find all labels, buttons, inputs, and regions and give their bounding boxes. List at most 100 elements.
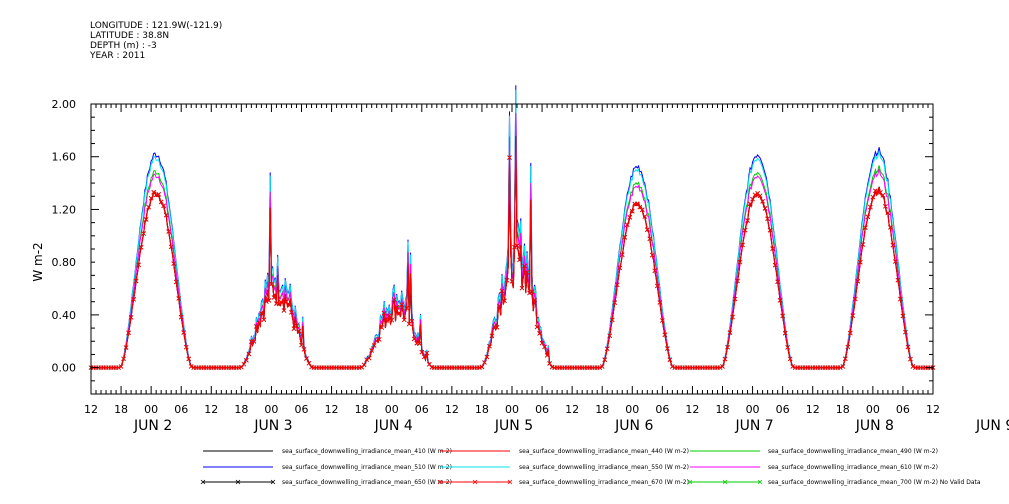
- series-marker: [254, 324, 259, 329]
- series-marker: [787, 356, 793, 362]
- series-marker: [742, 227, 748, 233]
- series-marker: [772, 262, 778, 268]
- series-marker: [299, 342, 304, 348]
- series-marker: [732, 296, 738, 302]
- series-marker: [630, 208, 635, 214]
- legend-marker: [507, 479, 513, 485]
- y-tick-labels: 2.00 1.60 1.20 0.80 0.40 0.00: [52, 98, 77, 375]
- x-hour-label: 18: [836, 403, 850, 416]
- y-tick-label: 2.00: [52, 98, 77, 111]
- x-day-label: JUN 5: [494, 418, 533, 434]
- series-marker: [747, 201, 753, 207]
- legend-marker: [270, 479, 276, 485]
- series-marker: [775, 279, 780, 285]
- series-marker: [364, 357, 369, 362]
- legend-marker: [235, 479, 241, 485]
- legend-marker: [437, 479, 443, 485]
- series-marker: [640, 207, 645, 213]
- series-marker: [379, 325, 384, 330]
- series-marker: [116, 365, 121, 370]
- series-marker: [271, 295, 277, 300]
- series-marker: [845, 344, 851, 350]
- series-marker: [409, 318, 415, 324]
- series-marker: [670, 364, 675, 369]
- series-marker: [752, 192, 758, 198]
- legend-label: sea_surface_downwelling_irradiance_mean_…: [519, 479, 689, 486]
- x-hour-label: 12: [565, 403, 579, 416]
- x-day-label: JUN 3: [253, 418, 292, 434]
- series-marker: [622, 235, 628, 240]
- series-marker: [853, 296, 858, 302]
- series-marker: [665, 346, 670, 351]
- x-hour-label: 18: [114, 403, 128, 416]
- series-marker: [855, 278, 861, 284]
- x-hour-label: 06: [415, 403, 429, 416]
- legend-label: sea_surface_downwelling_irradiance_mean_…: [519, 464, 689, 471]
- series-marker: [542, 344, 547, 350]
- series-marker: [394, 305, 400, 310]
- series-marker: [289, 310, 294, 315]
- y-tick-label: 0.80: [52, 256, 77, 269]
- series-marker: [507, 155, 512, 160]
- series-marker: [419, 349, 425, 355]
- series-marker: [599, 364, 605, 369]
- series-marker: [391, 297, 397, 302]
- series-marker: [156, 192, 161, 197]
- series-marker: [619, 252, 625, 258]
- series-marker: [251, 339, 257, 344]
- series-marker: [865, 214, 871, 220]
- series-marker: [168, 244, 174, 250]
- series-marker: [760, 199, 765, 204]
- x-day-label: JUN 4: [374, 418, 413, 434]
- series-marker: [547, 361, 552, 366]
- series-marker: [767, 227, 773, 233]
- x-hour-label: 00: [264, 403, 278, 416]
- series-marker: [885, 210, 891, 216]
- series-marker: [522, 263, 527, 269]
- series-marker: [790, 364, 795, 369]
- series-marker: [898, 296, 903, 302]
- legend-marker: [200, 479, 206, 485]
- x-hour-label: 18: [475, 403, 489, 416]
- series-marker: [875, 189, 881, 194]
- series-marker: [517, 257, 522, 263]
- series-marker: [136, 262, 141, 268]
- series-marker: [509, 279, 515, 284]
- series-marker: [259, 311, 264, 316]
- series-marker: [489, 333, 495, 339]
- x-hour-label: 12: [806, 403, 820, 416]
- series-marker: [141, 231, 146, 236]
- series-marker: [910, 364, 916, 369]
- series-marker: [527, 290, 532, 296]
- series-marker: [647, 236, 653, 242]
- series-marker: [870, 194, 876, 200]
- series-marker: [279, 299, 284, 305]
- series-marker: [502, 298, 507, 304]
- y-tick-label: 1.20: [52, 203, 77, 216]
- legend-label: sea_surface_downwelling_irradiance_mean_…: [768, 464, 938, 471]
- series-marker: [860, 242, 866, 247]
- series-marker: [883, 204, 888, 209]
- series-marker: [893, 259, 898, 264]
- x-hour-label: 18: [355, 403, 369, 416]
- series-marker: [635, 201, 640, 207]
- series-marker: [256, 320, 262, 325]
- series-marker: [494, 325, 500, 330]
- series-marker: [660, 318, 665, 323]
- x-tick-labels: 12 18 00 06 12 18 00 06 12 18 00 06 12 18 00 06 12 18 00 06…: [84, 403, 1009, 434]
- series-marker: [757, 193, 763, 199]
- series-marker: [479, 364, 485, 370]
- legend: sea_surface_downwelling_irradiance_mean_…: [200, 448, 981, 486]
- series-marker: [146, 204, 151, 210]
- series-marker: [655, 283, 660, 289]
- x-hour-label: 12: [445, 403, 459, 416]
- series-marker: [837, 365, 843, 370]
- x-hour-label: 06: [295, 403, 309, 416]
- y-tick-label: 0.40: [52, 309, 77, 322]
- x-hour-label: 06: [535, 403, 549, 416]
- series-marker: [905, 344, 911, 350]
- series-marker: [512, 244, 517, 250]
- series-marker: [158, 199, 164, 205]
- series-marker: [118, 364, 124, 369]
